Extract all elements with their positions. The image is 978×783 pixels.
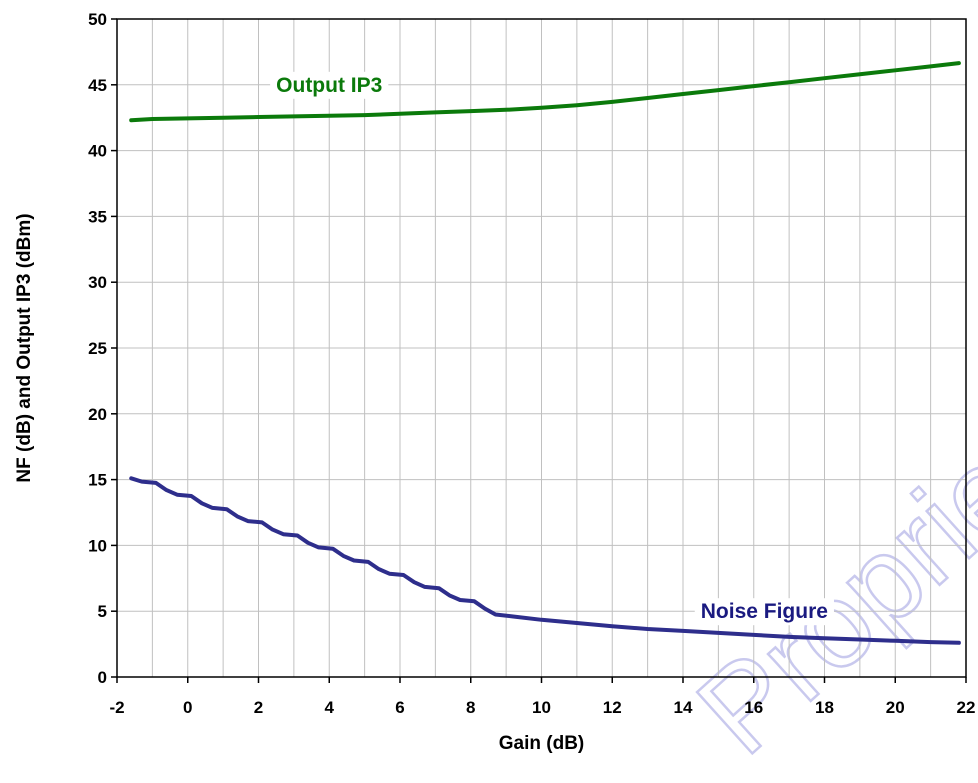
x-tick-label: 22 bbox=[957, 698, 976, 717]
x-axis-title: Gain (dB) bbox=[499, 733, 585, 754]
x-tick-label: 8 bbox=[466, 698, 475, 717]
series-label-0: Output IP3 bbox=[276, 74, 382, 97]
y-tick-label: 15 bbox=[88, 471, 107, 490]
y-tick-label: 25 bbox=[88, 339, 107, 358]
x-tick-label: 14 bbox=[674, 698, 693, 717]
x-tick-label: 4 bbox=[325, 698, 335, 717]
x-tick-label: 16 bbox=[744, 698, 763, 717]
y-tick-label: 0 bbox=[98, 668, 107, 687]
y-tick-label: 35 bbox=[88, 207, 107, 226]
series-label-bg bbox=[694, 598, 834, 626]
y-tick-label: 50 bbox=[88, 10, 107, 29]
x-tick-label: -2 bbox=[109, 698, 124, 717]
x-tick-label: 18 bbox=[815, 698, 834, 717]
series-label-1: Noise Figure bbox=[701, 600, 828, 623]
series-line-0 bbox=[129, 61, 961, 123]
y-tick-label: 30 bbox=[88, 273, 107, 292]
x-tick-label: 12 bbox=[603, 698, 622, 717]
x-tick-label: 20 bbox=[886, 698, 905, 717]
x-tick-label: 10 bbox=[532, 698, 551, 717]
y-tick-label: 10 bbox=[88, 536, 107, 555]
y-axis-title: NF (dB) and Output IP3 (dBm) bbox=[14, 213, 35, 482]
series-layer bbox=[129, 61, 961, 645]
series-line-1 bbox=[129, 476, 961, 645]
x-tick-label: 0 bbox=[183, 698, 192, 717]
x-tick-label: 6 bbox=[395, 698, 404, 717]
y-tick-label: 20 bbox=[88, 405, 107, 424]
y-tick-label: 40 bbox=[88, 142, 107, 161]
annotations: Output IP3 Noise Figure bbox=[270, 71, 834, 626]
y-tick-label: 5 bbox=[98, 602, 107, 621]
y-tick-label: 45 bbox=[88, 76, 107, 95]
series-label-bg bbox=[270, 71, 389, 99]
x-tick-label: 2 bbox=[254, 698, 263, 717]
